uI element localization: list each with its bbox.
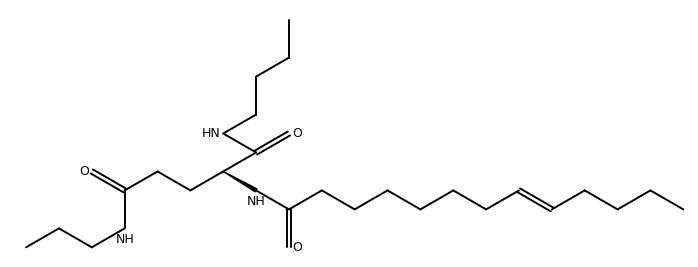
Text: HN: HN [202, 127, 220, 140]
Text: NH: NH [115, 233, 134, 246]
Text: NH: NH [246, 195, 265, 208]
Polygon shape [223, 171, 257, 192]
Text: O: O [292, 241, 302, 254]
Text: O: O [79, 165, 89, 178]
Text: O: O [292, 127, 302, 140]
